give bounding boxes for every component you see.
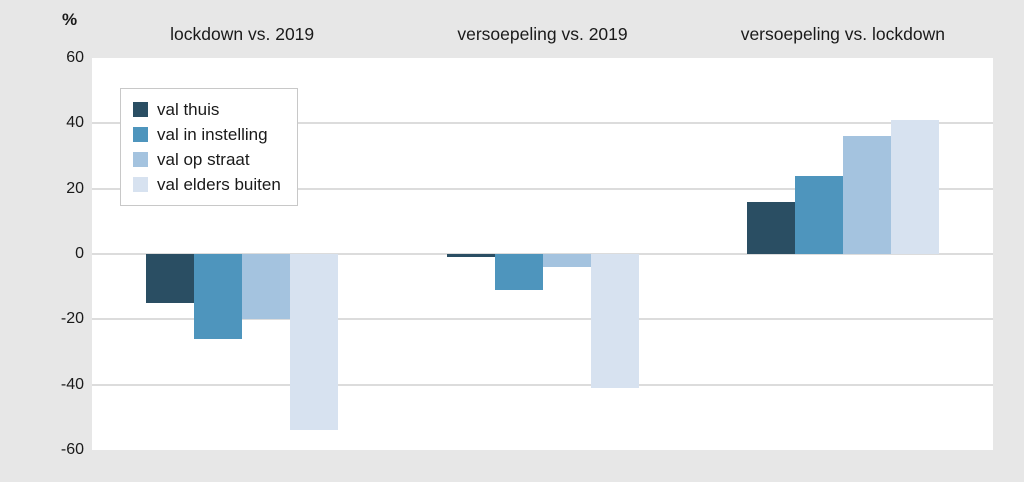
bar-val-elders-buiten-group-2 [590, 254, 639, 388]
y-tick-label: -20 [60, 310, 84, 328]
legend-swatch-icon [133, 102, 148, 117]
legend-swatch-icon [133, 152, 148, 167]
y-tick-label: 0 [75, 245, 84, 262]
gridline-40 [92, 122, 993, 125]
legend-swatch-icon [133, 177, 148, 192]
y-axis-unit-label: % [62, 10, 78, 29]
legend-swatch-icon [133, 127, 148, 142]
legend: val thuis val in instelling val op straat v… [120, 88, 298, 206]
legend-item: val op straat [133, 149, 281, 170]
group-title: versoepeling vs. lockdown [740, 24, 945, 44]
legend-label: val thuis [157, 100, 220, 119]
gridline--20 [92, 318, 993, 321]
bar-val-thuis-group-2 [446, 254, 495, 258]
y-tick-label: -60 [60, 441, 84, 458]
y-tick-label: -40 [60, 375, 84, 393]
legend-label: val op straat [157, 150, 250, 169]
y-tick-label: 60 [66, 49, 84, 66]
y-tick-label: 20 [66, 179, 84, 197]
legend-item: val thuis [133, 99, 281, 120]
legend-label: val in instelling [157, 125, 268, 144]
bar-val-thuis-group-1 [146, 254, 195, 303]
bar-val-in-instelling-group-3 [794, 175, 843, 254]
bar-val-op-straat-group-3 [842, 136, 891, 254]
legend-label: val elders buiten [157, 175, 281, 194]
y-tick-label: 40 [66, 114, 84, 132]
bar-val-op-straat-group-2 [542, 254, 591, 268]
bar-val-in-instelling-group-1 [194, 254, 243, 339]
bar-val-elders-buiten-group-3 [890, 120, 939, 254]
bar-val-elders-buiten-group-1 [290, 254, 339, 431]
gridline--40 [92, 383, 993, 386]
group-title: versoepeling vs. 2019 [457, 24, 628, 44]
gridline-20 [92, 187, 993, 190]
bar-val-in-instelling-group-2 [494, 254, 543, 290]
bar-val-thuis-group-3 [746, 201, 795, 254]
legend-item: val in instelling [133, 124, 281, 145]
group-title: lockdown vs. 2019 [170, 24, 315, 44]
bar-val-op-straat-group-1 [242, 254, 291, 320]
plot-area: 60 40 20 0 -20 -40 -60 lockdown vs. 2019 versoe… [61, 24, 993, 458]
legend-item: val elders buiten [133, 174, 281, 195]
